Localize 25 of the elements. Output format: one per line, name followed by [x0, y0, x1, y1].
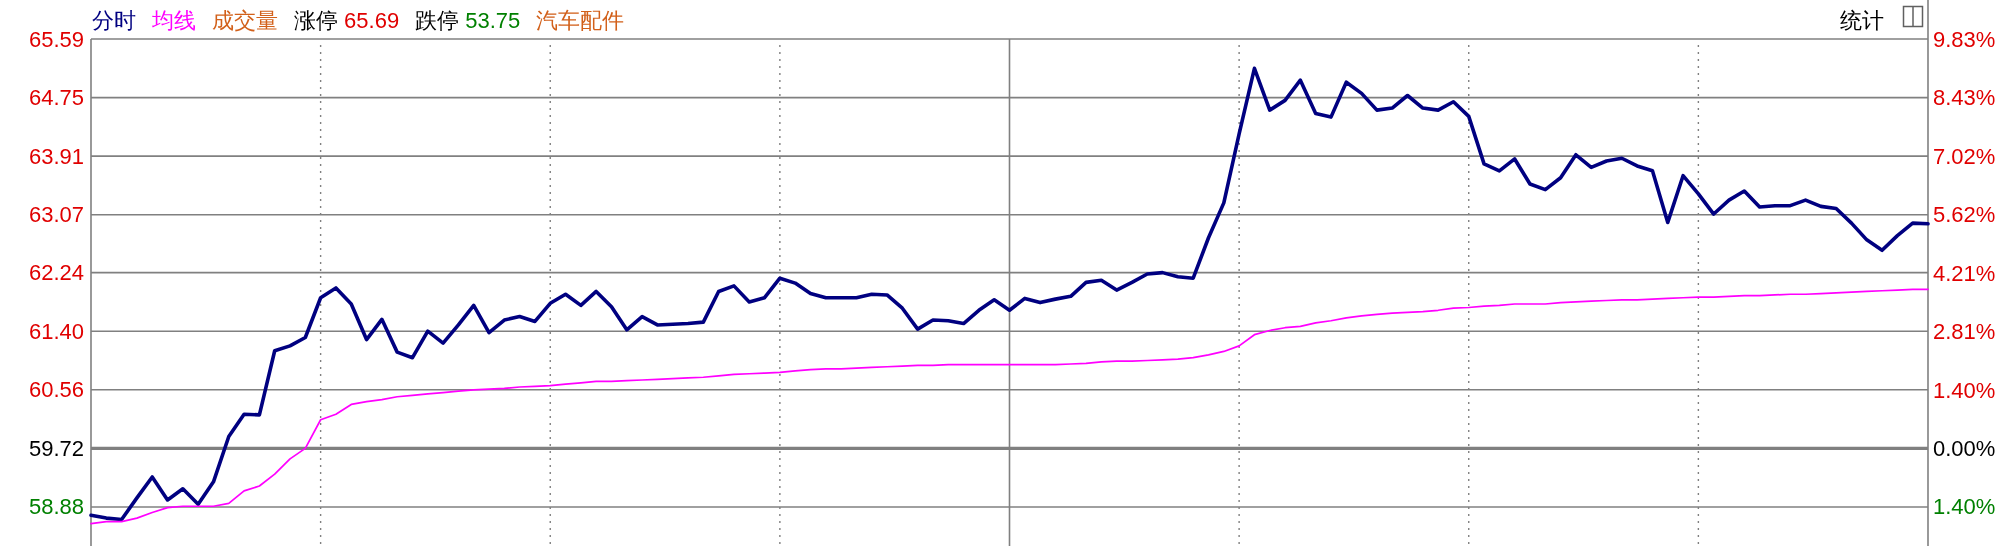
y-tick-label: 63.07 — [28, 202, 84, 228]
y2-tick-label: 1.40% — [1933, 494, 1996, 520]
y-tick-label: 65.59 — [28, 26, 84, 52]
y-tick-label: 61.40 — [28, 318, 84, 344]
y-tick-label: 63.91 — [28, 143, 84, 169]
y2-tick-label: 8.43% — [1933, 84, 1996, 110]
text: 成交量 — [212, 8, 278, 33]
text: 汽车配件 — [536, 8, 625, 33]
y-tick-label: 62.24 — [28, 260, 84, 286]
y-tick-label: 60.56 — [28, 377, 84, 403]
y-tick-label: 58.88 — [28, 494, 84, 520]
y2-tick-label: 0.00% — [1933, 436, 1996, 462]
y2-tick-label: 1.40% — [1933, 377, 1996, 403]
legend-entry: 均线 — [152, 8, 196, 33]
y-tick-label: 59.72 — [28, 435, 84, 461]
y-tick-label: 64.75 — [28, 85, 84, 111]
legend-entry: 分时 — [92, 8, 136, 33]
text: 统计 — [1840, 8, 1884, 33]
text: 涨停 65.69 — [294, 8, 400, 33]
text: 跌停 53.75 — [415, 8, 521, 33]
y2-tick-label: 5.62% — [1933, 201, 1996, 227]
y2-tick-label: 4.21% — [1933, 260, 1996, 286]
y2-tick-label: 7.02% — [1933, 143, 1996, 169]
y2-tick-label: 9.83% — [1933, 26, 1996, 52]
y2-tick-label: 2.81% — [1933, 318, 1996, 344]
